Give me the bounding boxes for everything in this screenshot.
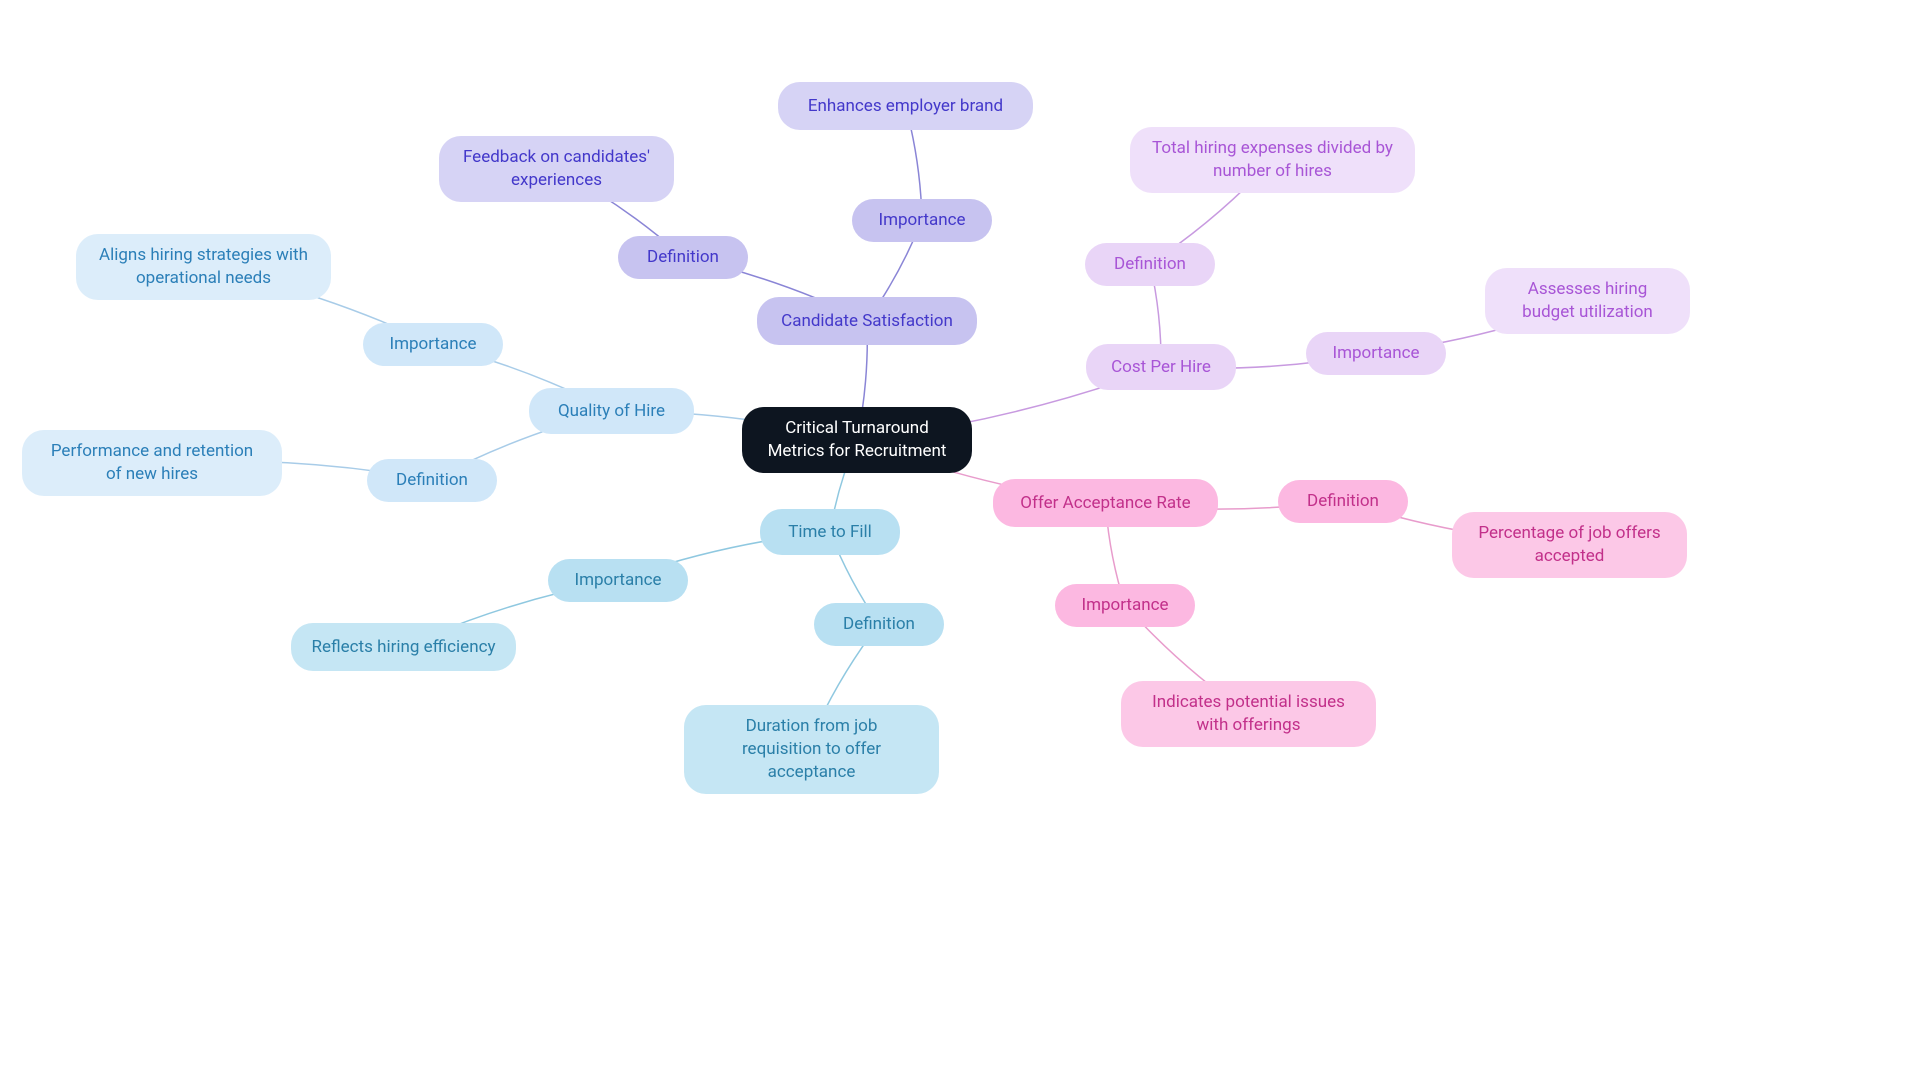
- branch-quality_of_hire: Quality of Hire: [529, 388, 694, 434]
- branch-candidate_satisfaction-label: Candidate Satisfaction: [781, 310, 953, 333]
- branch-time_to_fill-label: Time to Fill: [788, 521, 872, 544]
- branch-quality_of_hire-sub-0: Importance: [363, 323, 503, 366]
- branch-candidate_satisfaction-leaf-1: Enhances employer brand: [778, 82, 1033, 130]
- branch-time_to_fill-sub-0-label: Definition: [843, 613, 915, 636]
- branch-quality_of_hire-leaf-1-label: Performance and retention of new hires: [42, 440, 262, 486]
- branch-cost_per_hire-sub-0-label: Definition: [1114, 253, 1186, 276]
- center-node: Critical Turnaround Metrics for Recruitm…: [742, 407, 972, 473]
- branch-offer_acceptance-leaf-1-label: Indicates potential issues with offering…: [1141, 691, 1356, 737]
- branch-offer_acceptance-leaf-0-label: Percentage of job offers accepted: [1472, 522, 1667, 568]
- branch-offer_acceptance-label: Offer Acceptance Rate: [1020, 492, 1190, 515]
- branch-time_to_fill-sub-1: Importance: [548, 559, 688, 602]
- branch-candidate_satisfaction-sub-1-label: Importance: [878, 209, 965, 232]
- branch-quality_of_hire-sub-1: Definition: [367, 459, 497, 502]
- branch-cost_per_hire-leaf-1: Assesses hiring budget utilization: [1485, 268, 1690, 334]
- branch-time_to_fill-leaf-1: Reflects hiring efficiency: [291, 623, 516, 671]
- branch-time_to_fill: Time to Fill: [760, 509, 900, 555]
- branch-candidate_satisfaction-sub-0-label: Definition: [647, 246, 719, 269]
- branch-candidate_satisfaction-leaf-0-label: Feedback on candidates' experiences: [459, 146, 654, 192]
- branch-cost_per_hire-leaf-0-label: Total hiring expenses divided by number …: [1150, 137, 1395, 183]
- branch-candidate_satisfaction-sub-1: Importance: [852, 199, 992, 242]
- branch-time_to_fill-sub-1-label: Importance: [574, 569, 661, 592]
- branch-time_to_fill-leaf-1-label: Reflects hiring efficiency: [311, 636, 495, 659]
- branch-offer_acceptance-leaf-0: Percentage of job offers accepted: [1452, 512, 1687, 578]
- branch-candidate_satisfaction-leaf-1-label: Enhances employer brand: [808, 95, 1003, 118]
- branch-offer_acceptance-leaf-1: Indicates potential issues with offering…: [1121, 681, 1376, 747]
- branch-quality_of_hire-sub-1-label: Definition: [396, 469, 468, 492]
- branch-quality_of_hire-leaf-0-label: Aligns hiring strategies with operationa…: [96, 244, 311, 290]
- branch-candidate_satisfaction-sub-0: Definition: [618, 236, 748, 279]
- branch-quality_of_hire-label: Quality of Hire: [558, 400, 665, 423]
- branch-candidate_satisfaction-leaf-0: Feedback on candidates' experiences: [439, 136, 674, 202]
- branch-candidate_satisfaction: Candidate Satisfaction: [757, 297, 977, 345]
- branch-time_to_fill-leaf-0-label: Duration from job requisition to offer a…: [704, 715, 919, 784]
- branch-offer_acceptance-sub-1: Importance: [1055, 584, 1195, 627]
- branch-time_to_fill-sub-0: Definition: [814, 603, 944, 646]
- branch-cost_per_hire-label: Cost Per Hire: [1111, 356, 1211, 379]
- branch-quality_of_hire-leaf-1: Performance and retention of new hires: [22, 430, 282, 496]
- branch-offer_acceptance-sub-0-label: Definition: [1307, 490, 1379, 513]
- branch-quality_of_hire-leaf-0: Aligns hiring strategies with operationa…: [76, 234, 331, 300]
- branch-offer_acceptance-sub-1-label: Importance: [1081, 594, 1168, 617]
- branch-cost_per_hire-leaf-1-label: Assesses hiring budget utilization: [1505, 278, 1670, 324]
- branch-time_to_fill-leaf-0: Duration from job requisition to offer a…: [684, 705, 939, 794]
- branch-offer_acceptance: Offer Acceptance Rate: [993, 479, 1218, 527]
- branch-quality_of_hire-sub-0-label: Importance: [389, 333, 476, 356]
- branch-offer_acceptance-sub-0: Definition: [1278, 480, 1408, 523]
- center-node-label: Critical Turnaround Metrics for Recruitm…: [762, 417, 952, 463]
- branch-cost_per_hire: Cost Per Hire: [1086, 344, 1236, 390]
- branch-cost_per_hire-sub-1-label: Importance: [1332, 342, 1419, 365]
- branch-cost_per_hire-sub-0: Definition: [1085, 243, 1215, 286]
- branch-cost_per_hire-leaf-0: Total hiring expenses divided by number …: [1130, 127, 1415, 193]
- branch-cost_per_hire-sub-1: Importance: [1306, 332, 1446, 375]
